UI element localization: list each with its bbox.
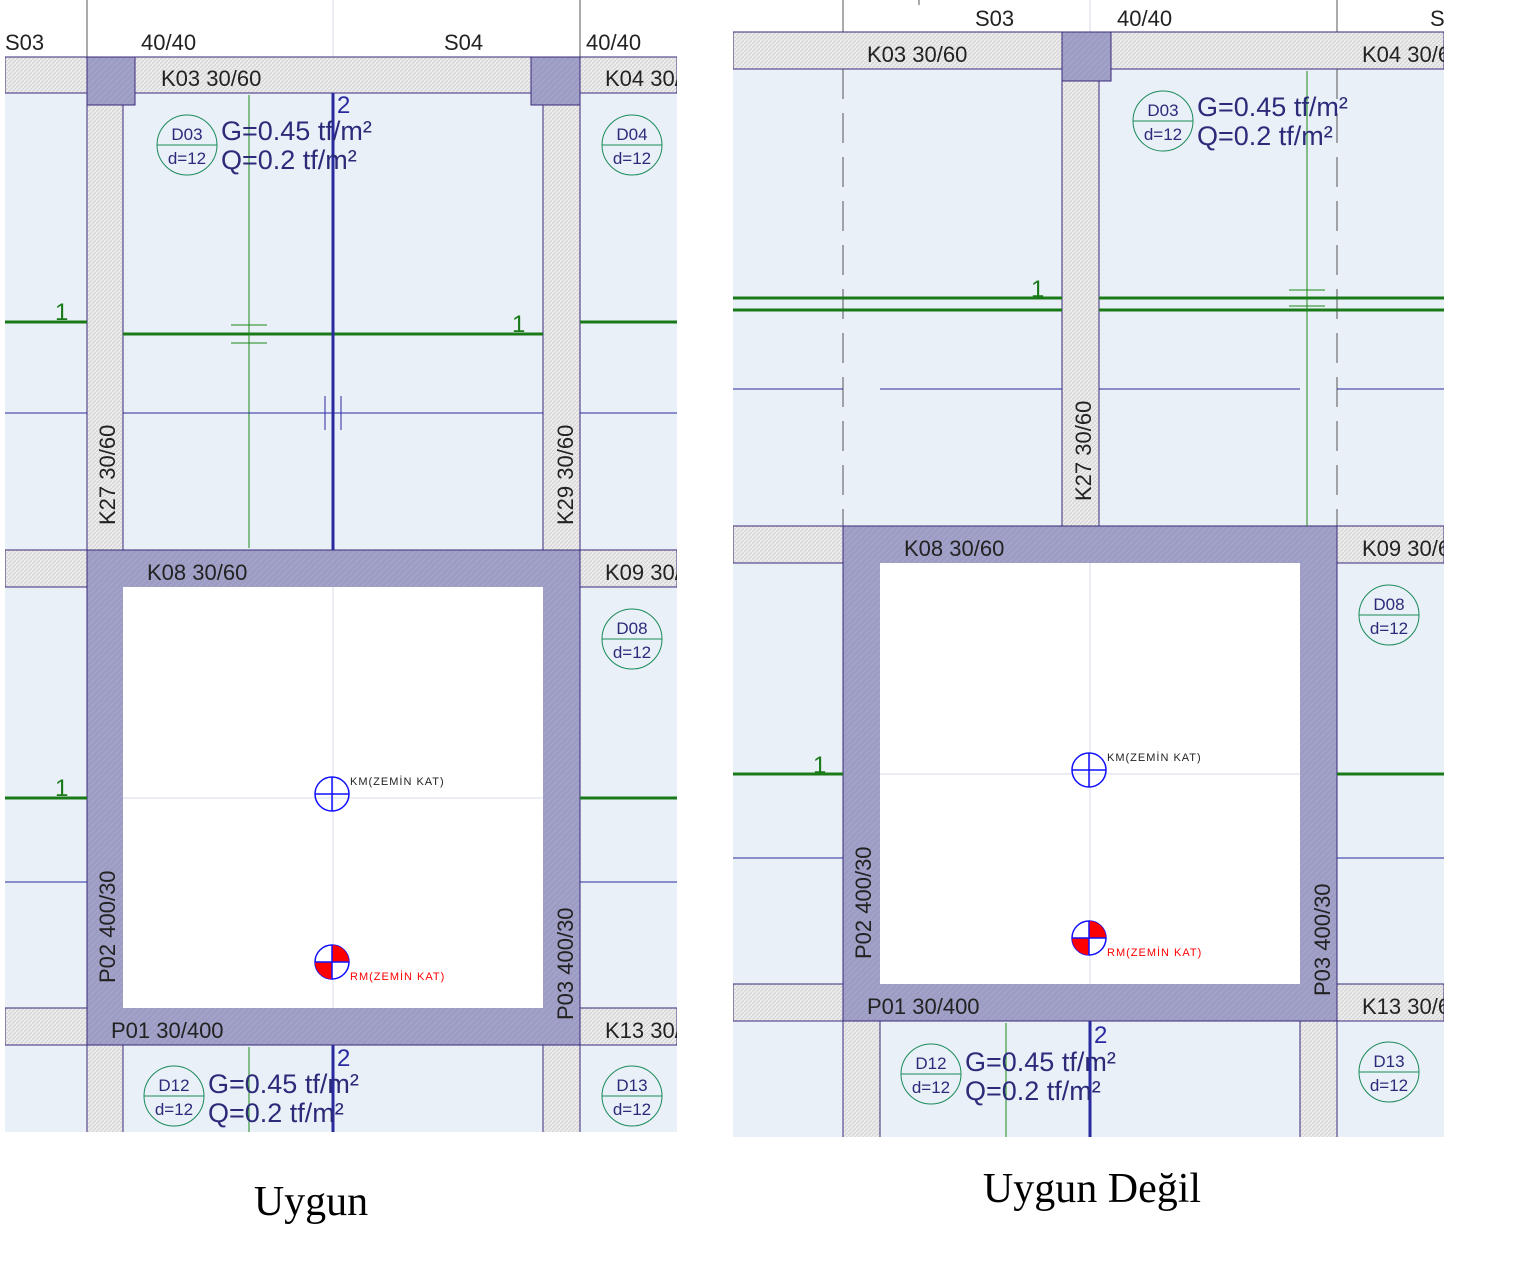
beam-label: K03 30/60 (867, 42, 967, 67)
svg-text:G=0.45 tf/m²: G=0.45 tf/m² (208, 1069, 359, 1099)
beam-label: K04 30/60 (605, 66, 705, 91)
svg-text:KM(ZEMİN KAT): KM(ZEMİN KAT) (350, 775, 445, 788)
column-40-40 (530, 56, 581, 106)
axis-number: 1 (512, 311, 525, 338)
svg-text:d=12: d=12 (613, 149, 651, 168)
svg-text:KM(ZEMİN KAT): KM(ZEMİN KAT) (1107, 751, 1202, 764)
right-plan-uygun-degil: S03 40/40 S K03 30/60 K04 30/60 K08 30/6… (733, 0, 1462, 1137)
beam-label: K08 30/60 (147, 560, 247, 585)
svg-text:G=0.45 tf/m²: G=0.45 tf/m² (1197, 92, 1348, 122)
beam-label: K03 30/60 (161, 66, 261, 91)
slab-tag-d13: D13 d=12 (601, 1065, 663, 1127)
svg-text:d=12: d=12 (155, 1100, 193, 1119)
svg-text:Q=0.2 tf/m²: Q=0.2 tf/m² (221, 145, 357, 175)
svg-text:G=0.45 tf/m²: G=0.45 tf/m² (965, 1047, 1116, 1077)
svg-text:d=12: d=12 (613, 1100, 651, 1119)
column-40-40 (1061, 31, 1112, 82)
svg-text:d=12: d=12 (1370, 1076, 1408, 1095)
axis-number: 1 (813, 752, 826, 779)
svg-text:RM(ZEMİN KAT): RM(ZEMİN KAT) (350, 970, 445, 983)
svg-text:d=12: d=12 (613, 643, 651, 662)
svg-text:D04: D04 (616, 125, 647, 144)
svg-text:D08: D08 (616, 619, 647, 638)
axis-number: 2 (337, 92, 350, 119)
svg-text:d=12: d=12 (912, 1078, 950, 1097)
svg-text:D12: D12 (915, 1054, 946, 1073)
wall-label: P02 400/30 (851, 846, 876, 959)
beam-label: K27 30/60 (1071, 401, 1096, 501)
wall-label: P02 400/30 (95, 870, 120, 983)
svg-text:d=12: d=12 (1144, 125, 1182, 144)
svg-text:D13: D13 (1373, 1052, 1404, 1071)
svg-text:d=12: d=12 (168, 149, 206, 168)
slab-tag-d13: D13 d=12 (1358, 1041, 1420, 1103)
svg-text:Q=0.2 tf/m²: Q=0.2 tf/m² (1197, 121, 1333, 151)
beam-label: K29 30/60 (553, 425, 578, 525)
caption-uygun: Uygun (253, 1179, 369, 1225)
mass-center-marker: KM(ZEMİN KAT) (314, 775, 445, 812)
column-size-label: 40/40 (1117, 6, 1172, 31)
beam-label: K04 30/60 (1362, 42, 1462, 67)
axis-number: 1 (55, 775, 68, 802)
beam-label: K09 30/60 (1362, 536, 1462, 561)
svg-text:D03: D03 (171, 125, 202, 144)
axis-label: S04 (444, 30, 483, 55)
beam-label: K13 30/60 (605, 1018, 705, 1043)
column-size-label: 40/40 (586, 30, 641, 55)
axis-number: 2 (1094, 1022, 1107, 1049)
column-40-40 (86, 56, 136, 106)
beam-label: K27 30/60 (95, 425, 120, 525)
axis-number: 1 (55, 299, 68, 326)
svg-text:G=0.45 tf/m²: G=0.45 tf/m² (221, 116, 372, 146)
column-size-label: 40/40 (141, 30, 196, 55)
mass-center-marker: KM(ZEMİN KAT) (1071, 751, 1202, 788)
left-plan-uygun: S03 40/40 S04 40/40 K03 30/60 K04 30/60 … (5, 0, 705, 1132)
slab-tag-d12: D12 d=12 G=0.45 tf/m²Q=0.2 tf/m² (900, 1043, 1116, 1106)
svg-text:D08: D08 (1373, 595, 1404, 614)
rigidity-center-marker: RM(ZEMİN KAT) (1071, 920, 1202, 959)
beam-label: K08 30/60 (904, 536, 1004, 561)
svg-text:D03: D03 (1147, 101, 1178, 120)
beam-label: K09 30/60 (605, 560, 705, 585)
slab-tag-d03: D03 d=12 G=0.45 tf/m²Q=0.2 tf/m² (1132, 90, 1348, 152)
axis-label: S (1430, 6, 1445, 31)
slab-tag-d08: D08 d=12 (601, 608, 663, 670)
svg-text:Q=0.2 tf/m²: Q=0.2 tf/m² (208, 1098, 344, 1128)
wall-label: P01 30/400 (867, 994, 980, 1019)
slab-tag-d08: D08 d=12 (1358, 584, 1420, 646)
svg-text:Q=0.2 tf/m²: Q=0.2 tf/m² (965, 1076, 1101, 1106)
axis-number: 2 (337, 1045, 350, 1072)
svg-text:D12: D12 (158, 1076, 189, 1095)
axis-label: S03 (975, 6, 1014, 31)
svg-text:D13: D13 (616, 1076, 647, 1095)
slab-tag-d03: D03 d=12 G=0.45 tf/m²Q=0.2 tf/m² (156, 114, 372, 176)
slab-tag-d04: D04 d=12 (601, 114, 663, 176)
beam-label: K13 30/60 (1362, 994, 1462, 1019)
axis-number: 1 (1031, 276, 1044, 303)
slab-tag-d12: D12 d=12 G=0.45 tf/m²Q=0.2 tf/m² (143, 1065, 359, 1128)
axis-label: S03 (5, 30, 44, 55)
rigidity-center-marker: RM(ZEMİN KAT) (314, 944, 445, 983)
wall-label: P03 400/30 (553, 907, 578, 1020)
svg-text:d=12: d=12 (1370, 619, 1408, 638)
wall-label: P03 400/30 (1310, 883, 1335, 996)
svg-text:RM(ZEMİN KAT): RM(ZEMİN KAT) (1107, 946, 1202, 959)
wall-label: P01 30/400 (111, 1018, 224, 1043)
caption-uygun-degil: Uygun Değil (982, 1166, 1202, 1212)
